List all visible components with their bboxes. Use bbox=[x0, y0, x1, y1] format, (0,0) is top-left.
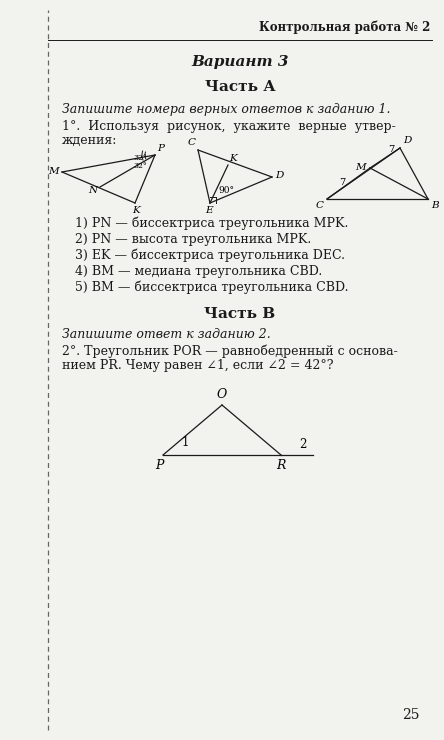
Text: K: K bbox=[132, 206, 140, 215]
Text: 7: 7 bbox=[339, 178, 345, 187]
Text: 32°: 32° bbox=[133, 154, 147, 162]
Text: Часть В: Часть В bbox=[204, 307, 276, 321]
Text: 2) PN — высота треугольника MPK.: 2) PN — высота треугольника MPK. bbox=[75, 233, 311, 246]
Text: M: M bbox=[355, 163, 366, 172]
Text: M: M bbox=[48, 167, 59, 177]
Text: R: R bbox=[276, 459, 285, 472]
Text: B: B bbox=[431, 201, 439, 210]
Text: Часть А: Часть А bbox=[205, 80, 275, 94]
Text: C: C bbox=[188, 138, 196, 147]
Text: нием PR. Чему равен ∠1, если ∠2 = 42°?: нием PR. Чему равен ∠1, если ∠2 = 42°? bbox=[62, 359, 333, 372]
Text: 25: 25 bbox=[403, 708, 420, 722]
Text: 32°: 32° bbox=[133, 162, 147, 170]
Text: N: N bbox=[88, 186, 97, 195]
Text: 5) BM — биссектриса треугольника CBD.: 5) BM — биссектриса треугольника CBD. bbox=[75, 281, 349, 295]
Text: Контрольная работа № 2: Контрольная работа № 2 bbox=[258, 21, 430, 34]
Text: 7: 7 bbox=[388, 145, 394, 154]
Text: P: P bbox=[157, 144, 164, 153]
Text: 1: 1 bbox=[181, 436, 189, 449]
Text: Вариант 3: Вариант 3 bbox=[191, 55, 289, 69]
Text: 2°. Треугольник POR — равнобедренный с основа-: 2°. Треугольник POR — равнобедренный с о… bbox=[62, 345, 398, 358]
Text: Запишите номера верных ответов к заданию 1.: Запишите номера верных ответов к заданию… bbox=[62, 103, 391, 116]
Text: C: C bbox=[316, 201, 324, 210]
Text: D: D bbox=[403, 136, 412, 145]
Text: 2: 2 bbox=[299, 438, 306, 451]
Text: P: P bbox=[155, 459, 163, 472]
Text: Запишите ответ к заданию 2.: Запишите ответ к заданию 2. bbox=[62, 328, 271, 341]
Text: E: E bbox=[205, 206, 213, 215]
Text: K: K bbox=[229, 154, 237, 163]
Text: 1) PN — биссектриса треугольника MPK.: 1) PN — биссектриса треугольника MPK. bbox=[75, 217, 349, 230]
Text: 4) BM — медиана треугольника CBD.: 4) BM — медиана треугольника CBD. bbox=[75, 265, 322, 278]
Text: 90°: 90° bbox=[218, 186, 234, 195]
Text: ждения:: ждения: bbox=[62, 134, 117, 147]
Text: 3) EK — биссектриса треугольника DEC.: 3) EK — биссектриса треугольника DEC. bbox=[75, 249, 345, 263]
Text: O: O bbox=[217, 388, 227, 401]
Text: 1°.  Используя  рисунок,  укажите  верные  утвер-: 1°. Используя рисунок, укажите верные ут… bbox=[62, 120, 396, 133]
Text: D: D bbox=[275, 172, 283, 181]
